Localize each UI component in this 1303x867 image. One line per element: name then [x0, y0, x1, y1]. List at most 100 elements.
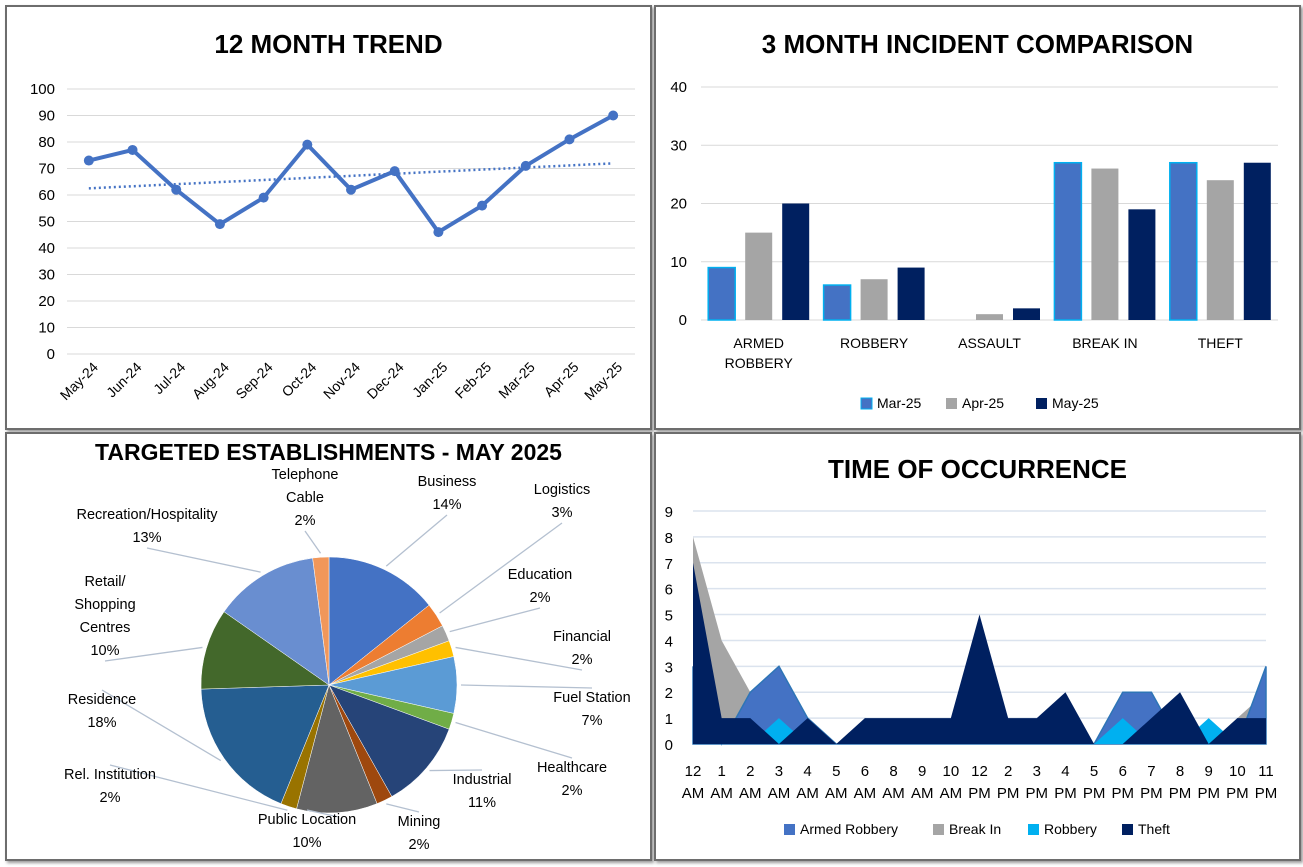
x-category-label: BREAK IN — [1072, 335, 1137, 351]
pie-percent: 2% — [572, 652, 593, 668]
y-tick-label: 80 — [38, 134, 55, 151]
y-tick-label: 0 — [47, 346, 55, 363]
pie-slice — [328, 556, 430, 686]
data-point — [608, 110, 619, 121]
y-tick-label: 50 — [38, 214, 55, 231]
x-tick-label: 10 PM — [1226, 763, 1249, 802]
legend-swatch — [784, 824, 795, 835]
bar — [1128, 209, 1156, 320]
leader-line — [304, 530, 322, 554]
x-tick-label: Dec-24 — [364, 359, 407, 402]
x-tick-label: Feb-25 — [452, 359, 495, 402]
pie-percent: 2% — [530, 590, 551, 606]
bar — [976, 314, 1003, 320]
x-tick-label: 3 PM — [1026, 763, 1049, 802]
x-tick-label: May-24 — [57, 359, 101, 403]
trend-title: 12 MONTH TREND — [214, 29, 443, 59]
y-tick-label: 2 — [665, 685, 673, 702]
legend-swatch — [860, 397, 873, 410]
pie-slice — [200, 684, 330, 804]
legend-label: Break In — [949, 821, 1001, 837]
trendline — [88, 162, 614, 190]
y-tick-label: 10 — [38, 320, 55, 337]
bar — [1013, 308, 1040, 320]
occurrence-chart: 0 1 2 3 4 5 6 7 8 9 12 AM1 AM 2 AM 3 AM4 AM 5 AM 6 AM8 AM 9 AM 10… — [665, 504, 1278, 837]
x-tick-label: 6 AM — [854, 763, 877, 802]
legend-label: Theft — [1138, 821, 1170, 837]
y-tick-label: 70 — [38, 161, 55, 178]
pie-percent: 11% — [468, 795, 496, 811]
y-tick-label: 3 — [665, 659, 673, 676]
data-point — [433, 227, 444, 238]
y-tick-label: 40 — [38, 240, 55, 257]
bar — [1053, 161, 1083, 321]
comparison-panel: 3 MONTH INCIDENT COMPARISON 0 10 20 30 40 ARM… — [654, 5, 1301, 430]
bar — [860, 279, 888, 320]
trend-chart: 0 10 20 30 40 50 60 70 80 90 100 May-24 Jun-24 Jul-24… — [30, 81, 635, 403]
data-point — [346, 184, 356, 195]
leader-line — [104, 646, 203, 662]
leader-line — [439, 522, 563, 614]
pie-label: Logistics — [534, 482, 590, 498]
y-tick-label: 10 — [670, 254, 687, 271]
leader-line — [429, 769, 483, 772]
x-category-label: ROBBERY — [840, 335, 909, 351]
pie-label: Education — [508, 567, 573, 583]
x-tick-label: Jul-24 — [150, 359, 188, 397]
x-tick-label: 2 PM — [997, 763, 1020, 802]
y-tick-label: 8 — [665, 530, 673, 547]
legend-label: May-25 — [1052, 395, 1099, 411]
x-tick-label: 4 PM — [1054, 763, 1077, 802]
legend-swatch — [933, 824, 944, 835]
pie-percent: 2% — [409, 837, 430, 853]
leader-line — [455, 721, 573, 759]
establishments-chart: Business 14% Logistics 3% Education 2% Financi… — [64, 467, 631, 853]
occurrence-title: TIME OF OCCURRENCE — [828, 454, 1127, 484]
x-category-label: ARMED ROBBERY — [725, 335, 794, 371]
pie-percent: 10% — [90, 643, 119, 659]
leader-line — [386, 803, 420, 813]
x-category-label: THEFT — [1198, 335, 1244, 351]
legend-label: Armed Robbery — [800, 821, 898, 837]
pie-percent: 2% — [295, 513, 316, 529]
legend-swatch — [946, 398, 957, 409]
data-point — [564, 134, 575, 145]
y-tick-label: 0 — [665, 737, 673, 754]
pie-slice — [200, 611, 330, 690]
series-line — [88, 113, 615, 235]
legend-label: Apr-25 — [962, 395, 1004, 411]
leader-line — [460, 684, 593, 689]
legend-swatch — [1028, 824, 1039, 835]
legend-label: Robbery — [1044, 821, 1097, 837]
data-point — [83, 155, 94, 166]
legend-label: Mar-25 — [877, 395, 922, 411]
x-tick-label: 5 AM — [825, 763, 848, 802]
pie-label: Business — [418, 474, 477, 490]
x-tick-label: Sep-24 — [232, 359, 275, 402]
x-tick-label: 7 PM — [1140, 763, 1163, 802]
bar — [1169, 161, 1198, 321]
bar — [745, 232, 773, 320]
x-tick-label: 11 PM — [1255, 763, 1278, 802]
x-tick-label: 2 AM — [739, 763, 762, 802]
x-tick-label: Mar-25 — [495, 359, 538, 402]
data-point — [214, 219, 225, 230]
pie-slice — [223, 557, 330, 686]
x-tick-label: 8 AM — [882, 763, 905, 802]
data-point — [127, 144, 138, 155]
x-tick-label: 12 AM — [682, 763, 705, 802]
bar — [822, 284, 852, 321]
pie-label: Recreation/Hospitality — [76, 507, 218, 523]
legend-swatch — [1122, 824, 1133, 835]
pie-label: Mining — [398, 814, 441, 830]
pie-slice — [328, 684, 450, 797]
leader-line — [101, 689, 222, 762]
y-tick-label: 60 — [38, 187, 55, 204]
leader-line — [146, 547, 261, 573]
leader-line — [385, 514, 448, 567]
area-robbery — [693, 718, 1266, 744]
y-tick-label: 100 — [30, 81, 55, 98]
y-tick-label: 4 — [665, 633, 673, 650]
y-tick-label: 9 — [665, 504, 673, 521]
data-point — [520, 160, 531, 171]
